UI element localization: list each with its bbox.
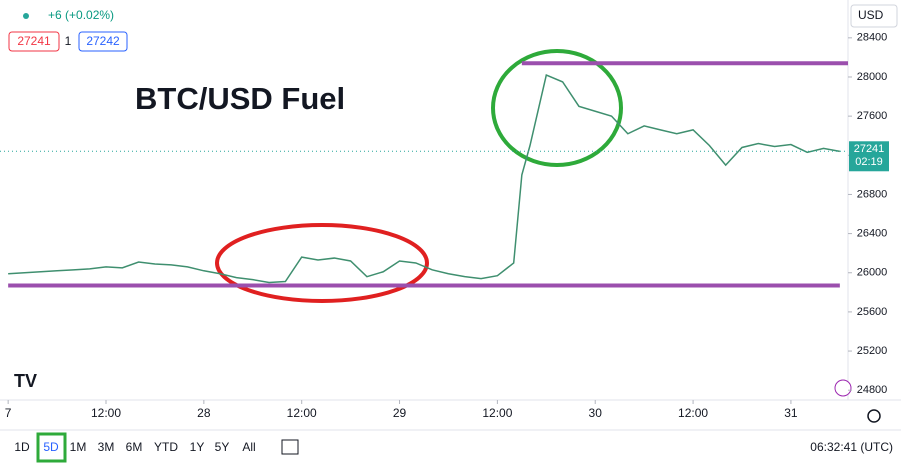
range-button[interactable]: 5D: [43, 440, 59, 454]
x-tick-label: 7: [5, 406, 12, 420]
x-tick-label: 12:00: [287, 406, 317, 420]
y-tick-label: 27600: [857, 110, 888, 122]
x-tick-label: 30: [589, 406, 603, 420]
highlight-ellipse: [215, 223, 429, 303]
range-button[interactable]: All: [242, 440, 255, 454]
range-button[interactable]: 5Y: [215, 440, 230, 454]
x-tick-label: 12:00: [678, 406, 708, 420]
logo: TV: [14, 371, 37, 391]
event-icon[interactable]: [834, 379, 852, 397]
active-range-highlight: [36, 432, 67, 463]
last-price-tag: [849, 141, 889, 172]
spread: 1: [65, 34, 72, 48]
currency: USD: [858, 8, 884, 22]
ask-box[interactable]: [78, 31, 128, 52]
status-dot: [23, 13, 29, 19]
x-tick-label: 29: [393, 406, 407, 420]
settings-icon[interactable]: [867, 409, 881, 423]
x-tick-label: 28: [197, 406, 211, 420]
y-tick-label: 28000: [857, 71, 888, 83]
y-tick-label: 24800: [857, 384, 888, 396]
highlight-ellipse: [491, 49, 623, 167]
clock: 06:32:41 (UTC): [810, 440, 893, 454]
chart-title: BTC/USD Fuel: [135, 81, 345, 116]
countdown-label: 02:19: [855, 156, 883, 168]
change-label: +6 (+0.02%): [48, 8, 114, 22]
y-tick-label: 26800: [857, 188, 888, 200]
range-button[interactable]: 1Y: [190, 440, 205, 454]
y-tick-label: 26400: [857, 228, 888, 240]
bid-price: 27241: [17, 34, 51, 48]
bid-box[interactable]: [8, 31, 60, 52]
x-tick-label: 12:00: [482, 406, 512, 420]
price-line: [8, 73, 840, 284]
range-button[interactable]: 1D: [14, 440, 30, 454]
y-tick-label: 25200: [857, 345, 888, 357]
x-tick-label: 31: [784, 406, 798, 420]
range-button[interactable]: YTD: [154, 440, 178, 454]
range-button[interactable]: 3M: [98, 440, 115, 454]
range-button[interactable]: 6M: [126, 440, 143, 454]
calendar-icon[interactable]: [281, 439, 299, 455]
last-price-label: 27241: [854, 143, 885, 155]
range-button[interactable]: 1M: [70, 440, 87, 454]
y-tick-label: 25600: [857, 306, 888, 318]
ask-price: 27242: [86, 34, 120, 48]
x-tick-label: 12:00: [91, 406, 121, 420]
y-tick-label: 26000: [857, 267, 888, 279]
y-tick-label: 28400: [857, 32, 888, 44]
currency-box[interactable]: [850, 4, 898, 28]
